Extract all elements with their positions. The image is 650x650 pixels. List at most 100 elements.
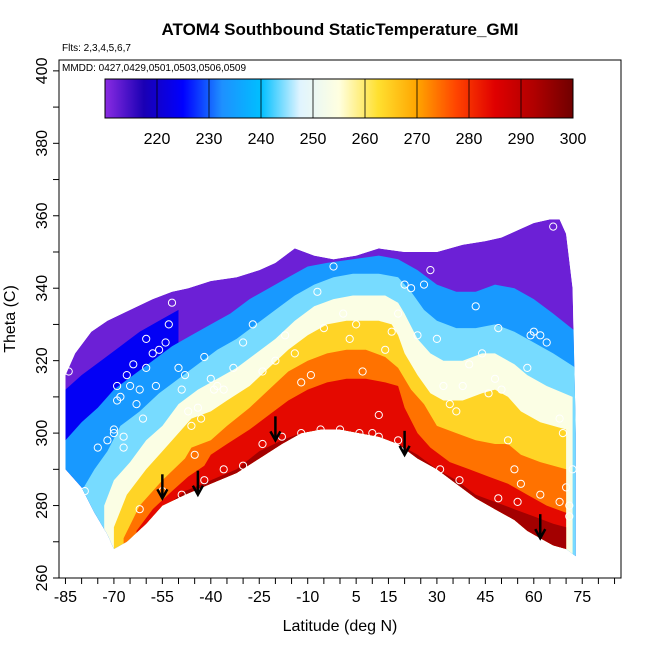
observation-point bbox=[135, 385, 144, 394]
profile-arrows bbox=[156, 416, 547, 541]
observation-point bbox=[374, 432, 383, 441]
y-tick-label: 280 bbox=[34, 492, 51, 519]
observation-point bbox=[258, 367, 267, 376]
observation-point bbox=[352, 320, 361, 329]
observation-point bbox=[142, 363, 151, 372]
observation-point bbox=[419, 280, 429, 289]
chart-title: ATOM4 Southbound StaticTemperature_GMI bbox=[161, 20, 518, 39]
observation-point bbox=[407, 284, 416, 293]
observation-point bbox=[177, 490, 186, 499]
x-tick-label: -10 bbox=[296, 589, 319, 606]
x-axis-label: Latitude (deg N) bbox=[283, 618, 398, 635]
observation-point bbox=[177, 385, 186, 394]
x-tick-label: 75 bbox=[573, 589, 591, 606]
observation-point bbox=[529, 327, 538, 336]
observation-point bbox=[381, 345, 390, 354]
y-axis-label: Theta (C) bbox=[2, 285, 19, 353]
observation-point bbox=[64, 367, 73, 376]
observation-point bbox=[119, 432, 128, 441]
observation-point bbox=[358, 367, 367, 376]
observation-point bbox=[306, 371, 315, 380]
down-arrow bbox=[191, 470, 204, 498]
observation-point bbox=[413, 461, 422, 470]
observation-point bbox=[368, 429, 377, 438]
observation-point bbox=[471, 302, 480, 311]
observation-point bbox=[394, 436, 403, 445]
observation-point bbox=[516, 479, 526, 488]
observation-point bbox=[319, 324, 328, 333]
observation-point bbox=[400, 280, 409, 289]
observation-point bbox=[184, 407, 193, 416]
observation-point bbox=[474, 501, 483, 510]
x-tick-label: -70 bbox=[102, 589, 125, 606]
observation-point bbox=[329, 262, 338, 271]
observation-point bbox=[135, 505, 144, 514]
colorbar: 220 230 240 250 260 270 280 290 300 bbox=[104, 78, 587, 148]
temperature-bands bbox=[65, 219, 576, 557]
observation-point bbox=[436, 465, 445, 474]
observation-point bbox=[80, 487, 89, 496]
colorbar-tick-label: 240 bbox=[248, 131, 275, 148]
down-arrow bbox=[156, 474, 169, 501]
observation-point bbox=[458, 381, 467, 391]
y-tick-label: 340 bbox=[34, 275, 51, 302]
observation-point bbox=[355, 429, 364, 438]
colorbar-tick-label: 250 bbox=[300, 131, 327, 148]
y-tick-label: 300 bbox=[34, 420, 51, 447]
observation-point bbox=[335, 425, 345, 434]
observation-point bbox=[494, 324, 503, 333]
observation-point bbox=[229, 363, 238, 372]
observation-point bbox=[439, 381, 448, 391]
observation-point bbox=[523, 363, 532, 372]
observation-point bbox=[122, 371, 131, 380]
observation-point bbox=[536, 331, 545, 340]
y-tick-label: 360 bbox=[34, 202, 51, 229]
x-tick-label: 15 bbox=[380, 589, 398, 606]
x-tick-label: 5 bbox=[352, 589, 361, 606]
observation-point bbox=[187, 421, 196, 430]
observation-point bbox=[452, 407, 461, 416]
observation-point bbox=[109, 429, 119, 438]
observation-point bbox=[345, 334, 354, 343]
observation-point bbox=[316, 425, 325, 434]
observation-point bbox=[510, 465, 519, 474]
x-axis: -85 -70 -55 -40 -25 -10 5 15 30 45 60 75 bbox=[54, 578, 616, 606]
observation-point bbox=[239, 461, 248, 470]
observation-point bbox=[161, 338, 170, 347]
observation-point bbox=[132, 400, 141, 409]
x-tick-label: -55 bbox=[151, 589, 174, 606]
observation-point bbox=[394, 309, 403, 318]
observation-point bbox=[387, 327, 396, 336]
observation-point bbox=[258, 439, 267, 449]
colorbar-tick-label: 230 bbox=[196, 131, 223, 148]
observation-point bbox=[555, 414, 564, 423]
observation-point bbox=[465, 360, 474, 369]
colorbar-tick-label: 270 bbox=[404, 131, 431, 148]
down-arrow bbox=[534, 514, 547, 541]
observation-point bbox=[190, 450, 199, 459]
colorbar-gradient bbox=[105, 79, 573, 118]
observation-point bbox=[497, 385, 506, 394]
observation-point bbox=[271, 356, 280, 365]
observation-point bbox=[565, 501, 574, 510]
x-tick-label: -85 bbox=[54, 589, 77, 606]
observation-point bbox=[126, 381, 135, 391]
observation-point bbox=[290, 349, 299, 358]
colorbar-tick-label: 280 bbox=[456, 131, 483, 148]
observation-point bbox=[113, 381, 122, 391]
observation-point bbox=[281, 331, 290, 340]
observation-point bbox=[374, 410, 383, 420]
observation-point bbox=[206, 374, 215, 383]
colorbar-dividers bbox=[156, 79, 574, 118]
observation-point bbox=[432, 334, 441, 343]
observation-point bbox=[339, 309, 348, 318]
observation-point bbox=[174, 363, 183, 372]
observation-point bbox=[142, 334, 151, 343]
observation-point bbox=[494, 494, 503, 503]
observation-point bbox=[180, 371, 190, 380]
observation-point bbox=[93, 443, 102, 452]
colorbar-tick-label: 300 bbox=[560, 131, 587, 148]
observation-point bbox=[119, 443, 128, 452]
dates-annotation: MMDD: 0427,0429,0501,0503,0506,0509 bbox=[62, 63, 246, 74]
observation-point bbox=[138, 414, 148, 423]
